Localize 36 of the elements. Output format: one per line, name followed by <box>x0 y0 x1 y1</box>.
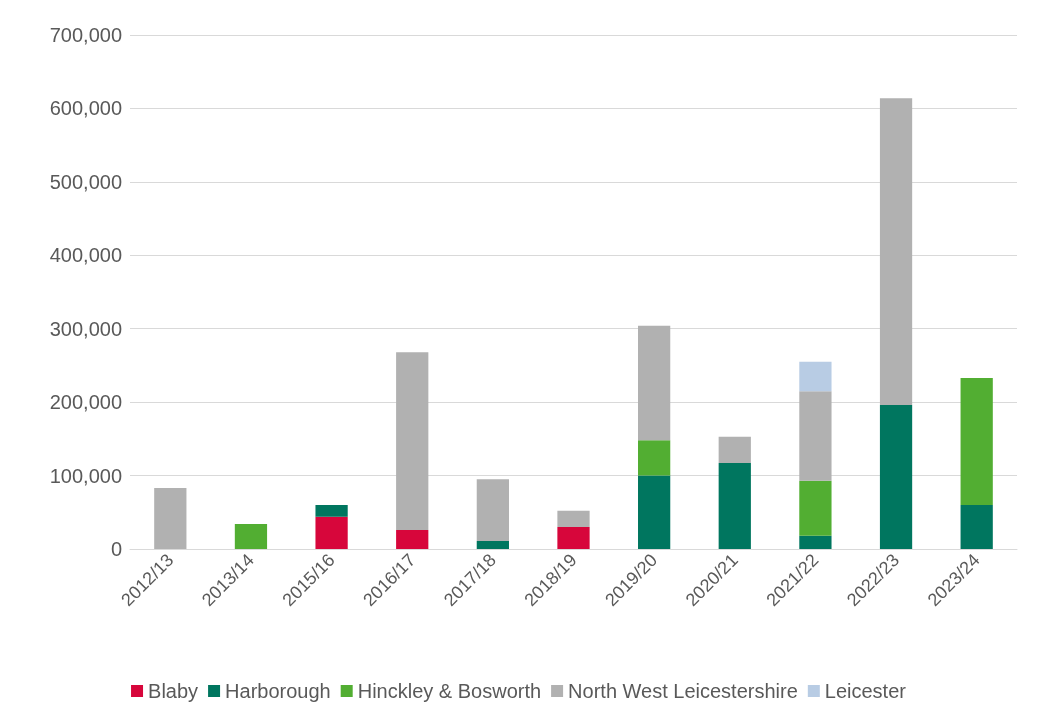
bar <box>557 510 590 527</box>
bar <box>638 440 671 476</box>
legend-label: Blaby <box>148 680 199 702</box>
bar <box>718 463 751 549</box>
bar <box>799 480 832 536</box>
bar <box>396 352 429 530</box>
bar <box>879 98 913 406</box>
bar <box>557 526 590 549</box>
bar <box>960 377 993 505</box>
y-tick-label: 100,000 <box>49 464 122 487</box>
bar <box>638 325 671 441</box>
bar <box>960 504 993 549</box>
y-tick-label: 300,000 <box>49 317 122 340</box>
bar <box>154 488 187 549</box>
bar <box>476 479 509 541</box>
y-tick-label: 700,000 <box>49 24 122 46</box>
bar <box>799 391 832 481</box>
bar <box>315 504 348 517</box>
y-tick-label: 0 <box>110 538 122 560</box>
y-tick-label: 600,000 <box>49 97 122 120</box>
bar <box>799 535 832 549</box>
bar <box>315 516 348 549</box>
legend-label: North West Leicestershire <box>568 680 798 702</box>
legend-label: Harborough <box>225 680 331 702</box>
y-tick-label: 400,000 <box>49 244 122 267</box>
bar <box>396 529 429 549</box>
bar <box>476 540 509 549</box>
bar <box>718 436 751 464</box>
legend-label: Leicester <box>824 680 907 702</box>
bar <box>879 405 913 549</box>
y-tick-label: 200,000 <box>49 391 122 414</box>
bar <box>799 361 832 392</box>
bar <box>638 475 671 549</box>
legend-label: Hinckley & Bosworth <box>357 680 542 702</box>
y-tick-label: 500,000 <box>49 170 122 193</box>
bar <box>234 524 268 549</box>
